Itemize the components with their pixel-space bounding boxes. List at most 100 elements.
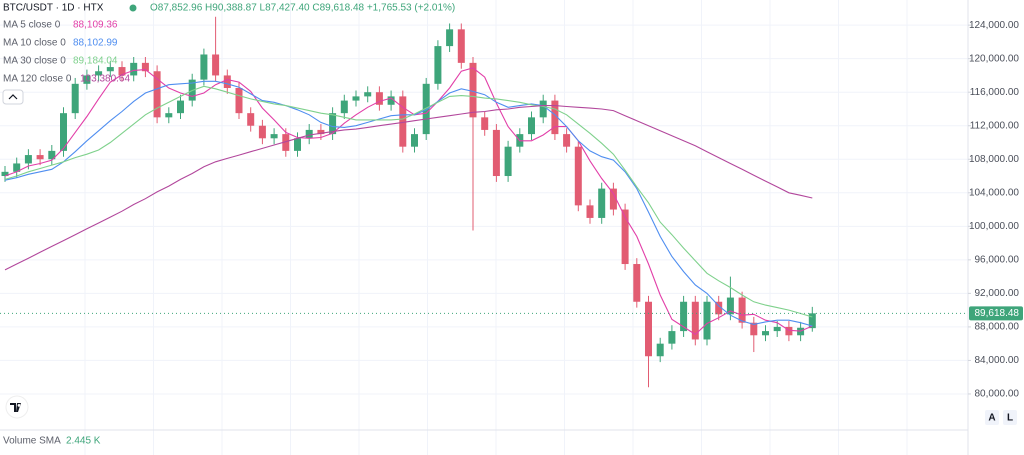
candle-body xyxy=(13,163,21,172)
candle-body xyxy=(738,297,746,323)
candle-body xyxy=(656,343,664,357)
candle-body xyxy=(609,188,617,210)
candle-body xyxy=(457,29,465,63)
candle-body xyxy=(668,331,676,344)
y-tick-label: 80,000.00 xyxy=(975,389,1020,400)
candle-body xyxy=(48,150,56,160)
candle-body xyxy=(691,301,699,340)
plot xyxy=(0,16,968,388)
candle-body xyxy=(750,322,758,336)
candle-body xyxy=(329,113,337,135)
last-price-label: 89,618.48 xyxy=(975,308,1020,319)
ma-line xyxy=(4,105,813,271)
candle-body xyxy=(726,297,734,315)
collapse-icon xyxy=(8,94,18,100)
candle-body xyxy=(106,67,114,72)
y-tick-label: 120,000.00 xyxy=(969,53,1019,64)
candle-body xyxy=(492,129,500,177)
candle-body xyxy=(528,117,535,135)
legend-entry: MA 120 close 0 xyxy=(3,74,72,85)
candle-body xyxy=(71,83,79,114)
candle-body xyxy=(212,54,220,76)
candle-body xyxy=(703,301,711,340)
y-tick-label: 108,000.00 xyxy=(969,154,1019,165)
candle-body xyxy=(481,117,489,130)
logo-mark xyxy=(10,403,21,412)
candle-body xyxy=(165,113,173,118)
candle-body xyxy=(258,125,266,139)
candle-body xyxy=(118,67,126,76)
candle-body xyxy=(773,326,781,332)
y-tick-label: 100,000.00 xyxy=(969,221,1019,232)
candle-body xyxy=(621,209,629,265)
legend-entry: MA 5 close 0 xyxy=(3,20,61,31)
candle-body xyxy=(411,134,418,147)
price-axis: 80,000.00 84,000.00 88,000.00 92,000.00 96,0… xyxy=(968,20,1023,400)
candle-body xyxy=(36,155,44,160)
candle-body xyxy=(680,301,688,332)
legend-value: 103,380.64 xyxy=(80,74,130,85)
collapse-button[interactable] xyxy=(2,89,24,105)
candle-body xyxy=(598,188,606,218)
candle-body xyxy=(270,134,278,139)
candle-body xyxy=(422,83,430,135)
y-tick-label: 116,000.00 xyxy=(970,87,1020,98)
candle-body xyxy=(1,171,9,177)
status-dot xyxy=(129,4,137,12)
candle-body xyxy=(317,129,325,135)
y-tick-label: 88,000.00 xyxy=(975,322,1020,333)
ma-line xyxy=(4,80,813,327)
candle-body xyxy=(364,92,372,97)
candle-body xyxy=(247,113,255,126)
candle-body xyxy=(469,62,477,118)
y-tick-label: 84,000.00 xyxy=(975,355,1020,366)
candle-body xyxy=(808,313,816,329)
volume-label: Volume SMA xyxy=(3,436,61,447)
candle-body xyxy=(551,100,559,135)
ohlc-header: O87,852.96 H90,388.87 L87,427.40 C89,618… xyxy=(150,3,455,14)
legend-entry: MA 30 close 0 xyxy=(3,56,66,67)
candle-body xyxy=(539,100,547,118)
scale-button-label: A xyxy=(988,413,995,424)
candle-body xyxy=(294,138,301,151)
legend-entry: MA 10 close 0 xyxy=(3,38,66,49)
candle-body xyxy=(387,96,395,105)
y-tick-label: 124,000.00 xyxy=(969,20,1019,31)
candle-body xyxy=(434,46,442,84)
logo xyxy=(5,395,29,419)
candle-body xyxy=(305,129,313,139)
candle-body xyxy=(785,326,793,336)
candle-body xyxy=(446,29,454,47)
candle-body xyxy=(200,54,208,80)
y-tick-label: 112,000.00 xyxy=(970,120,1020,131)
last-price-tag xyxy=(969,306,1023,321)
legend-value: 88,102.99 xyxy=(73,38,118,49)
y-tick-label: 104,000.00 xyxy=(969,187,1019,198)
candle-body xyxy=(645,301,652,357)
candle-body xyxy=(24,155,32,164)
ma-line xyxy=(4,85,813,318)
candle-body xyxy=(352,96,360,101)
scale-button[interactable] xyxy=(985,410,999,425)
candle-body xyxy=(563,134,571,147)
candle-body xyxy=(762,331,769,336)
legend-value: 89,184.04 xyxy=(73,56,118,67)
candle-body xyxy=(153,71,161,118)
candle-body xyxy=(399,96,407,147)
ma-line xyxy=(4,67,813,336)
candle-body xyxy=(715,301,723,315)
candle-body xyxy=(60,113,67,151)
candle-body xyxy=(504,146,512,177)
candle-body xyxy=(223,75,231,89)
symbol: BTC/USDT · 1D · HTX xyxy=(3,3,104,14)
legend-value: 88,109.36 xyxy=(73,20,118,31)
candle-body xyxy=(375,92,383,105)
scale-button-label: L xyxy=(1007,413,1013,424)
scale-button[interactable] xyxy=(1003,410,1017,425)
candle-body xyxy=(95,71,103,76)
candle-body xyxy=(586,205,594,218)
